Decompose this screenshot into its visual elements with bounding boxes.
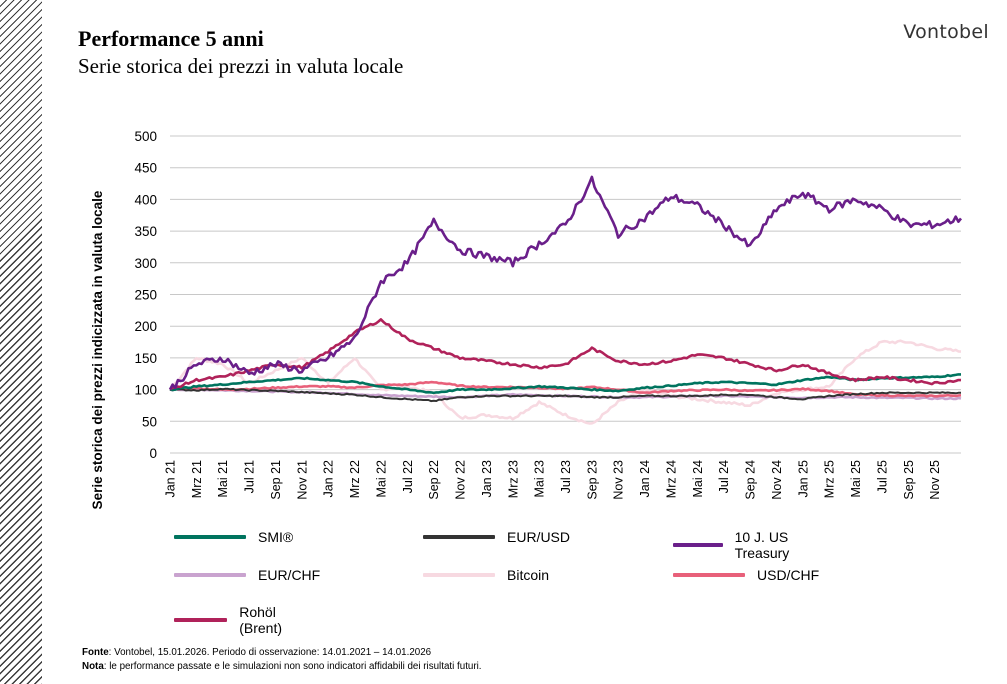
y-axis-label: Serie storica dei prezzi indicizzata in … (90, 190, 105, 509)
hatched-border (0, 0, 42, 684)
series-line-smi- (169, 373, 961, 395)
page-title: Performance 5 anni (78, 26, 264, 51)
x-tick-label: Nov 25 (928, 460, 942, 500)
x-tick-label: Jul 25 (875, 460, 889, 493)
x-tick-label: Mai 21 (216, 460, 230, 498)
legend-item-eur-usd: EUR/USD (423, 529, 570, 545)
x-tick-label: Sep 24 (744, 460, 758, 500)
x-tick-label: Nov 22 (454, 460, 468, 500)
footer-source: Fonte: Vontobel, 15.01.2026. Periodo di … (82, 647, 432, 658)
x-tick-label: Jul 24 (717, 460, 731, 493)
x-tick-label: Mrz 23 (506, 460, 520, 498)
x-tick-label: Mrz 24 (664, 460, 678, 498)
x-tick-label: Nov 24 (770, 460, 784, 500)
y-tick-label: 250 (134, 288, 157, 303)
brand-logo: Vontobel (903, 21, 989, 43)
y-axis-ticks: 0 50 100 150 200 250 300 350 400 450 500 (134, 129, 157, 461)
series-line-eur-usd (169, 387, 961, 403)
legend-swatch (423, 573, 495, 577)
grid-lines (170, 135, 961, 454)
x-tick-label: Mrz 21 (190, 460, 204, 498)
x-tick-label: Jan 23 (480, 460, 494, 498)
legend-item-smi: SMI® (174, 529, 293, 545)
legend-item-bitcoin: Bitcoin (423, 567, 549, 583)
legend-label: EUR/CHF (258, 567, 321, 583)
x-tick-label: Jul 22 (401, 460, 415, 493)
y-tick-label: 0 (149, 446, 157, 461)
x-tick-label: Mrz 25 (823, 460, 837, 498)
x-tick-label: Jul 23 (559, 460, 573, 493)
series-lines (168, 175, 963, 425)
x-tick-label: Jul 21 (243, 460, 257, 493)
legend-item-brent: Rohöl (Brent) (174, 604, 301, 636)
legend-item-eur-chf: EUR/CHF (174, 567, 320, 583)
x-tick-label: Sep 21 (269, 460, 283, 500)
legend-label: Rohöl (Brent) (239, 604, 283, 636)
x-tick-label: Sep 22 (427, 460, 441, 500)
legend-label: EUR/USD (507, 529, 571, 545)
x-tick-label: Jan 25 (796, 460, 810, 498)
x-tick-label: Sep 25 (902, 460, 916, 500)
x-tick-label: Sep 23 (585, 460, 599, 500)
x-tick-label: Jan 22 (322, 460, 336, 498)
legend-swatch (673, 573, 745, 577)
x-axis-ticks: Jan 21 Mrz 21 Mai 21 Jul 21 Sep 21 Nov 21 Jan … (164, 460, 943, 500)
x-tick-label: Nov 23 (612, 460, 626, 500)
y-tick-label: 500 (134, 129, 157, 144)
legend-label: 10 J. US Treasury (734, 529, 790, 561)
legend-label: USD/CHF (757, 567, 820, 583)
legend-swatch (423, 535, 495, 539)
page-subtitle: Serie storica dei prezzi in valuta local… (78, 54, 404, 78)
series-line-10-j-us-treasury (168, 175, 963, 391)
series-line-bitcoin (169, 339, 962, 425)
y-tick-label: 150 (134, 351, 157, 366)
y-tick-label: 200 (134, 319, 157, 334)
x-tick-label: Mai 23 (533, 460, 547, 498)
y-tick-label: 100 (134, 383, 157, 398)
y-tick-label: 300 (134, 256, 157, 271)
x-tick-label: Mai 24 (691, 460, 705, 498)
series-line-roh-l-brent- (169, 318, 962, 391)
legend-label: Bitcoin (507, 567, 550, 583)
legend-item-us-treasury: 10 J. US Treasury (673, 529, 812, 561)
x-tick-label: Mrz 22 (348, 460, 362, 498)
legend-swatch (174, 573, 246, 577)
y-tick-label: 50 (142, 414, 157, 429)
legend-swatch (673, 543, 723, 547)
footer-note: Nota: le performance passate e le simula… (82, 661, 482, 672)
x-tick-label: Jan 21 (164, 460, 178, 498)
x-tick-label: Mai 25 (849, 460, 863, 498)
footer-notes: Fonte: Vontobel, 15.01.2026. Periodo di … (82, 646, 482, 674)
y-tick-label: 450 (134, 161, 157, 176)
x-tick-label: Nov 21 (295, 460, 309, 500)
y-tick-label: 400 (134, 192, 157, 207)
legend-swatch (174, 535, 246, 539)
legend-swatch (174, 618, 228, 622)
y-tick-label: 350 (134, 224, 157, 239)
x-tick-label: Jan 24 (638, 460, 652, 498)
legend-label: SMI® (258, 529, 294, 545)
x-tick-label: Mai 22 (374, 460, 388, 498)
series-line-eur-chf (169, 387, 962, 401)
legend-item-usd-chf: USD/CHF (673, 567, 819, 583)
